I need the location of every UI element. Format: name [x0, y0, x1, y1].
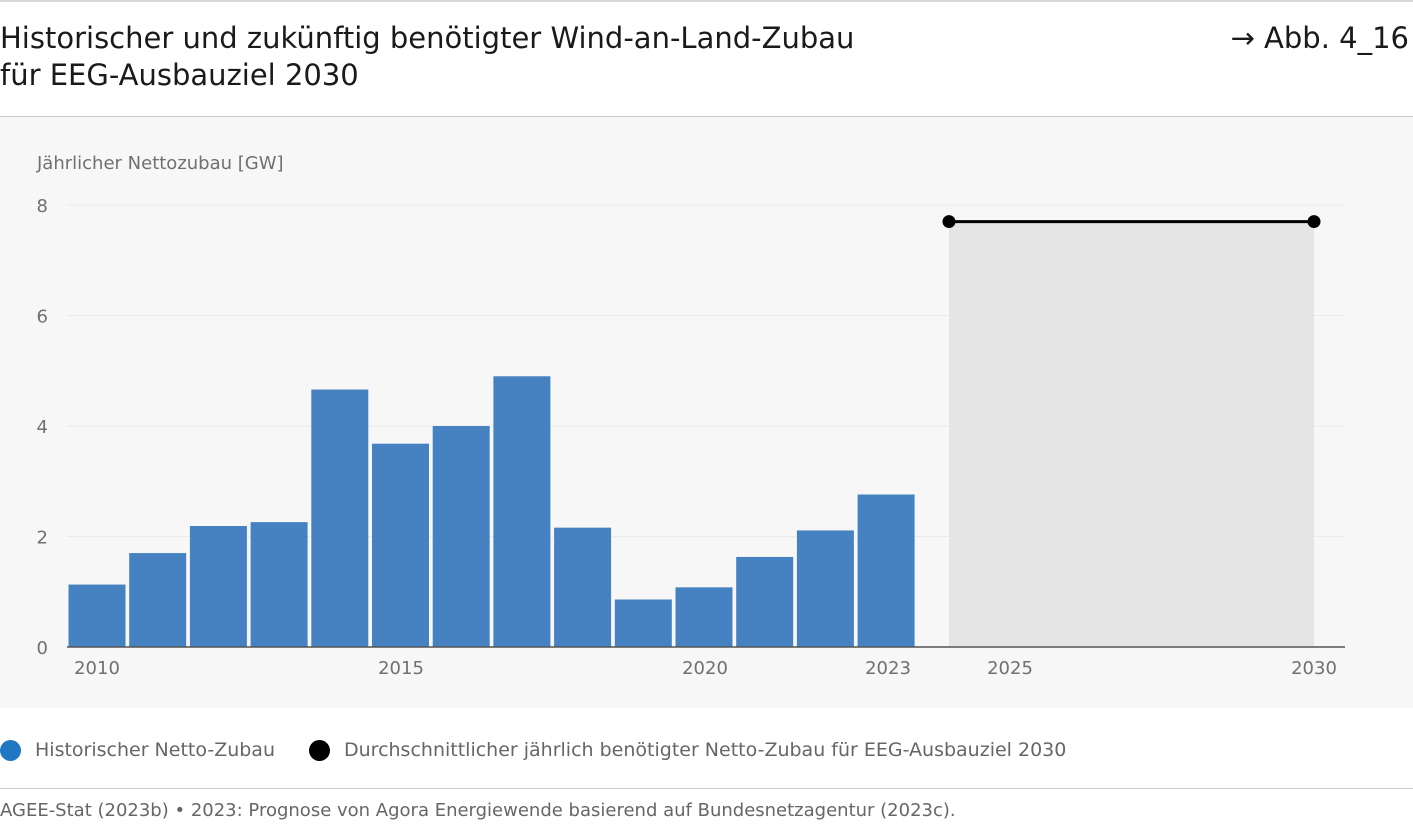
bar — [432, 426, 490, 647]
chart-title-line-1: Historischer und zukünftig benötigter Wi… — [0, 21, 855, 55]
chart-title-line-2: für EEG-Ausbauziel 2030 — [0, 58, 359, 92]
bar — [554, 527, 612, 647]
bar — [736, 556, 794, 647]
legend-label-target: Durchschnittlicher jährlich benötigter N… — [344, 739, 1067, 761]
bar — [796, 530, 854, 647]
target-point — [1307, 215, 1321, 229]
x-tick-label: 2020 — [682, 658, 728, 679]
target-point — [942, 215, 956, 229]
legend-dot-historic-icon — [0, 739, 21, 761]
target-area — [949, 221, 1314, 647]
legend: Historischer Netto-Zubau Durchschnittlic… — [0, 735, 1100, 765]
bar — [250, 522, 308, 647]
source-note: AGEE-Stat (2023b) • 2023: Prognose von A… — [0, 800, 956, 821]
bars — [68, 376, 915, 647]
title-rule — [0, 116, 1413, 117]
bar — [614, 599, 672, 647]
footer-rule — [0, 788, 1413, 789]
x-tick-labels: 2010 2015 2020 2023 2025 2030 — [74, 658, 1337, 679]
top-rule — [0, 0, 1413, 2]
bar — [372, 443, 429, 647]
bar — [675, 587, 733, 647]
bar — [311, 389, 369, 647]
x-tick-label: 2015 — [378, 658, 424, 679]
target-area-rect — [949, 221, 1314, 647]
y-tick-label: 8 — [37, 196, 48, 217]
target-line — [942, 215, 1321, 229]
figure-reference: → Abb. 4_16 — [1230, 21, 1409, 55]
chart-title: Historischer und zukünftig benötigter Wi… — [0, 20, 1000, 94]
y-tick-label: 6 — [37, 307, 48, 328]
bar — [857, 494, 915, 647]
y-tick-labels: 0 2 4 6 8 — [37, 196, 48, 659]
legend-item-target: Durchschnittlicher jährlich benötigter N… — [309, 739, 1066, 761]
x-tick-label: 2030 — [1291, 658, 1337, 679]
legend-label-historic: Historischer Netto-Zubau — [35, 739, 275, 761]
bar — [129, 553, 187, 647]
y-tick-label: 0 — [37, 638, 48, 659]
x-tick-label: 2010 — [74, 658, 120, 679]
x-tick-label: 2023 — [865, 658, 911, 679]
y-tick-label: 2 — [37, 528, 48, 549]
y-axis-label: Jährlicher Nettozubau [GW] — [36, 153, 284, 174]
legend-dot-target-icon — [309, 739, 330, 761]
bar — [68, 584, 126, 647]
bar — [189, 526, 247, 647]
x-tick-label: 2025 — [987, 658, 1033, 679]
legend-item-historic: Historischer Netto-Zubau — [0, 739, 275, 761]
y-tick-label: 4 — [37, 417, 48, 438]
bar — [493, 376, 551, 647]
